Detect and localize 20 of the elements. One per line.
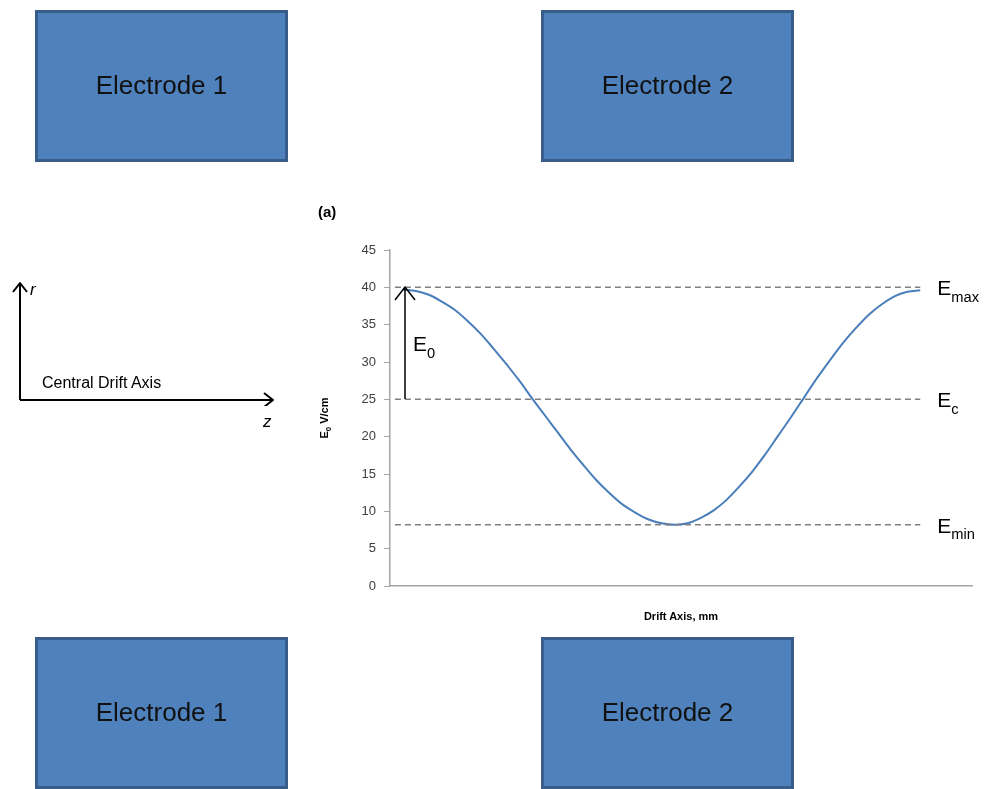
y-tick-label: 0 (368, 577, 376, 593)
y-tick-label: 45 (361, 241, 376, 257)
chart-title: (a) (318, 203, 337, 220)
y-tick-label: 40 (361, 278, 376, 294)
y-tick-label: 20 (361, 428, 376, 444)
y-tick-label: 5 (368, 540, 376, 556)
y-tick-label: 30 (361, 353, 376, 369)
text: Central Drift Axis (42, 374, 162, 392)
text: Electrode 1 (94, 697, 229, 728)
y-tick-label: 25 (361, 390, 376, 406)
text: Electrode 2 (600, 70, 735, 101)
text: z (263, 412, 272, 432)
text: r (30, 280, 36, 300)
text: Electrode 1 (94, 70, 229, 101)
y-tick-label: 10 (361, 502, 376, 518)
text: Electrode 2 (600, 697, 735, 728)
y-tick-label: 15 (361, 465, 376, 481)
x-axis-title: Drift Axis, mm (643, 610, 719, 622)
y-tick-label: 35 (361, 316, 376, 332)
line-series (401, 288, 922, 526)
